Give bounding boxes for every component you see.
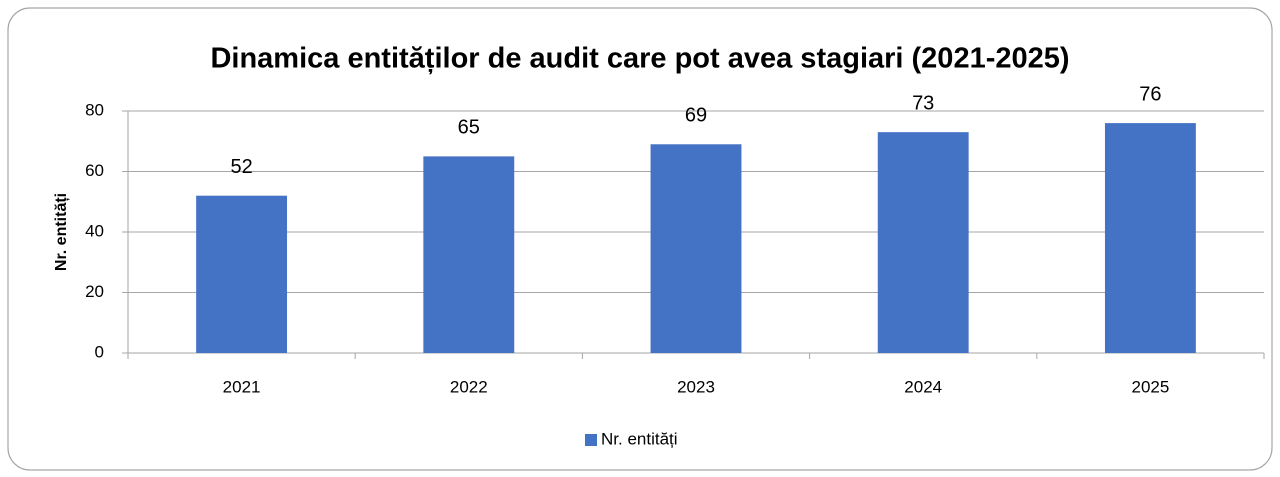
data-label: 52 [230,156,252,178]
x-tick-label: 2024 [904,377,942,396]
x-tick-label: 2021 [223,377,261,396]
data-label: 73 [912,92,934,114]
x-tick-label: 2023 [677,377,715,396]
bar [1104,123,1196,353]
data-label: 65 [458,117,480,139]
y-axis-label: Nr. entități [53,193,70,271]
y-tick-label: 60 [85,161,104,180]
data-label: 69 [685,105,707,127]
data-label: 76 [1139,83,1161,105]
bar [650,144,742,353]
y-tick-label: 0 [95,342,104,361]
x-tick-label: 2022 [450,377,488,396]
legend-swatch [585,434,597,446]
y-tick-label: 20 [85,282,104,301]
y-tick-label: 80 [85,100,104,119]
x-tick-label: 2025 [1131,377,1169,396]
bar [196,195,288,353]
chart-title: Dinamica entităților de audit care pot a… [210,43,1069,75]
y-tick-label: 40 [85,221,104,240]
legend-label: Nr. entități [601,429,678,448]
bar [423,156,515,353]
bar [877,132,969,353]
chart-frame [7,7,1273,471]
